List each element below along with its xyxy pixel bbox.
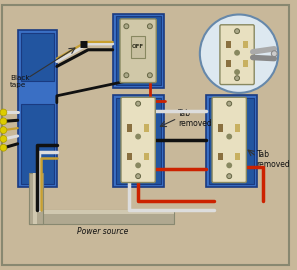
Circle shape — [124, 73, 129, 78]
Bar — [113, 14, 164, 88]
Circle shape — [0, 127, 7, 134]
Bar — [131, 36, 145, 58]
Bar — [29, 210, 174, 214]
Bar — [127, 153, 132, 160]
Bar — [20, 104, 54, 184]
Circle shape — [235, 29, 239, 33]
Circle shape — [200, 15, 278, 93]
Circle shape — [147, 24, 152, 29]
Circle shape — [227, 174, 232, 178]
Bar — [243, 41, 248, 48]
Text: Power source: Power source — [77, 227, 129, 236]
Circle shape — [135, 163, 141, 168]
Circle shape — [0, 136, 7, 142]
Circle shape — [234, 69, 240, 75]
Circle shape — [234, 50, 240, 56]
Text: Black
tape: Black tape — [10, 75, 29, 88]
Circle shape — [235, 76, 239, 81]
Text: Tab
removed: Tab removed — [257, 150, 290, 169]
Bar — [243, 60, 248, 67]
FancyBboxPatch shape — [220, 25, 254, 85]
Bar — [29, 173, 43, 224]
Bar — [20, 33, 54, 81]
Circle shape — [226, 134, 232, 140]
Bar — [209, 98, 254, 184]
Circle shape — [271, 51, 277, 57]
Bar — [235, 124, 240, 132]
Circle shape — [124, 24, 129, 29]
Bar — [127, 124, 132, 132]
Bar — [226, 41, 231, 48]
Bar — [113, 95, 164, 187]
Bar — [226, 60, 231, 67]
Bar — [219, 153, 223, 160]
FancyBboxPatch shape — [120, 19, 156, 83]
Circle shape — [227, 101, 232, 106]
Bar — [206, 95, 257, 187]
Bar — [219, 124, 223, 132]
Bar — [144, 153, 149, 160]
Circle shape — [136, 174, 140, 178]
Text: OFF: OFF — [132, 44, 144, 49]
Bar — [18, 30, 57, 187]
Bar — [144, 124, 149, 132]
Circle shape — [0, 109, 7, 116]
Circle shape — [226, 163, 232, 168]
Bar — [235, 153, 240, 160]
Circle shape — [0, 144, 7, 151]
Bar — [116, 16, 161, 85]
Circle shape — [147, 73, 152, 78]
Bar — [116, 98, 161, 184]
Bar — [33, 173, 37, 224]
Bar — [29, 210, 174, 224]
Text: Tab
removed: Tab removed — [178, 109, 212, 128]
Circle shape — [135, 134, 141, 140]
FancyBboxPatch shape — [121, 97, 155, 183]
Circle shape — [136, 101, 140, 106]
FancyBboxPatch shape — [212, 97, 247, 183]
Circle shape — [0, 118, 7, 125]
